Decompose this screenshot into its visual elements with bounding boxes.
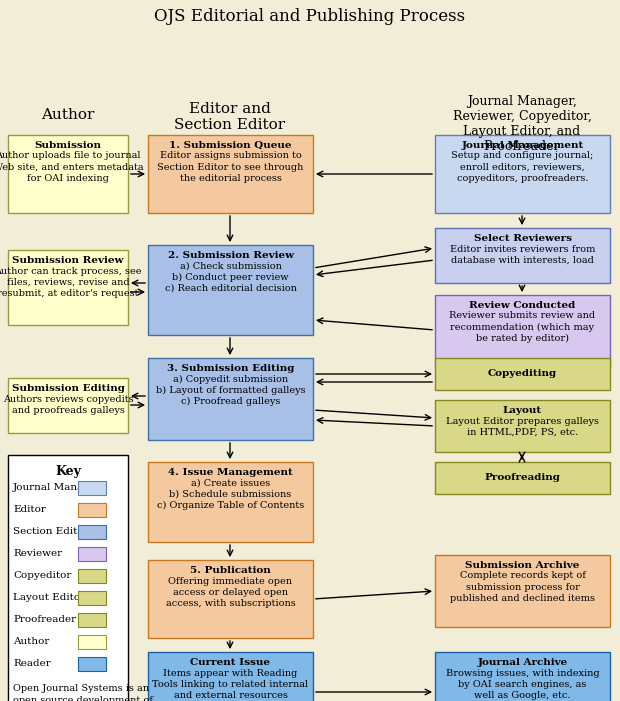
Text: 3. Submission Editing: 3. Submission Editing	[167, 364, 294, 373]
Text: Open Journal Systems is an
open source development of
the Public Knowledge
Proje: Open Journal Systems is an open source d…	[13, 684, 153, 701]
Text: Copyediting: Copyediting	[488, 369, 557, 379]
Bar	[435, 462, 610, 494]
Bar	[148, 135, 313, 213]
Bar	[8, 378, 128, 433]
Text: a) Create issues
b) Schedule submissions
c) Organize Table of Contents: a) Create issues b) Schedule submissions…	[157, 479, 304, 510]
Text: 5. Publication: 5. Publication	[190, 566, 271, 575]
Bar	[148, 652, 313, 701]
Text: Editor: Editor	[13, 505, 46, 515]
Text: Layout: Layout	[503, 406, 542, 415]
Text: 1. Submission Queue: 1. Submission Queue	[169, 141, 292, 150]
Text: Complete records kept of
submission process for
published and declined items: Complete records kept of submission proc…	[450, 571, 595, 603]
Text: Select Reviewers: Select Reviewers	[474, 234, 572, 243]
Text: Offering immediate open
access or delayed open
access, with subscriptions: Offering immediate open access or delaye…	[166, 576, 295, 608]
Bar	[148, 245, 313, 335]
Bar	[8, 250, 128, 325]
Text: Journal Management: Journal Management	[461, 141, 583, 150]
Bar	[148, 358, 313, 440]
Text: Journal Manager: Journal Manager	[13, 484, 102, 493]
Text: Setup and configure journal;
enroll editors, reviewers,
copyeditors, proofreader: Setup and configure journal; enroll edit…	[451, 151, 593, 183]
Text: Author can track process, see
files, reviews, revise and
resubmit, at editor's r: Author can track process, see files, rev…	[0, 266, 142, 298]
Text: a) Check submission
b) Conduct peer review
c) Reach editorial decision: a) Check submission b) Conduct peer revi…	[164, 261, 296, 293]
Text: Submission Review: Submission Review	[12, 256, 123, 265]
Bar	[435, 555, 610, 627]
Text: Author uploads file to journal
Web site, and enters metadata
for OAI indexing: Author uploads file to journal Web site,…	[0, 151, 143, 183]
Bar	[78, 591, 106, 605]
Text: Reviewer: Reviewer	[13, 550, 62, 559]
Text: Copyeditor: Copyeditor	[13, 571, 71, 580]
Text: Editor and
Section Editor: Editor and Section Editor	[174, 102, 286, 132]
Text: Proofreader: Proofreader	[13, 615, 76, 625]
Bar	[148, 462, 313, 542]
Text: Submission Archive: Submission Archive	[466, 561, 580, 570]
Text: 2. Submission Review: 2. Submission Review	[167, 251, 293, 260]
Bar	[8, 135, 128, 213]
Bar	[435, 135, 610, 213]
Bar	[78, 635, 106, 649]
Bar	[8, 455, 128, 701]
Bar	[78, 547, 106, 561]
Text: 4. Issue Management: 4. Issue Management	[168, 468, 293, 477]
Bar	[435, 358, 610, 390]
Bar	[435, 652, 610, 701]
Text: Journal Archive: Journal Archive	[477, 658, 568, 667]
Text: Journal Manager,
Reviewer, Copyeditor,
Layout Editor, and
Proofreader: Journal Manager, Reviewer, Copyeditor, L…	[453, 95, 591, 153]
Text: Author: Author	[42, 108, 95, 122]
Bar	[78, 481, 106, 495]
Text: Section Editor: Section Editor	[13, 527, 89, 536]
Text: Author: Author	[13, 637, 50, 646]
Bar	[435, 400, 610, 452]
Text: a) Copyedit submission
b) Layout of formatted galleys
c) Proofread galleys: a) Copyedit submission b) Layout of form…	[156, 374, 305, 406]
Text: OJS Editorial and Publishing Process: OJS Editorial and Publishing Process	[154, 8, 466, 25]
Text: Proofreading: Proofreading	[485, 473, 560, 482]
Text: Submission: Submission	[35, 141, 102, 150]
Text: Reader: Reader	[13, 660, 51, 669]
Text: Key: Key	[55, 465, 81, 478]
Text: Layout Editor prepares galleys
in HTML,PDF, PS, etc.: Layout Editor prepares galleys in HTML,P…	[446, 416, 599, 437]
Text: Items appear with Reading
Tools linking to related internal
and external resourc: Items appear with Reading Tools linking …	[153, 669, 309, 700]
Bar	[435, 228, 610, 283]
Bar	[78, 525, 106, 539]
Text: Layout Editor: Layout Editor	[13, 594, 85, 602]
Text: Submission Editing: Submission Editing	[12, 384, 125, 393]
Text: Reviewer submits review and
recommendation (which may
be rated by editor): Reviewer submits review and recommendati…	[450, 311, 596, 343]
Bar	[78, 657, 106, 671]
Bar	[78, 503, 106, 517]
Bar	[148, 560, 313, 638]
Bar	[78, 569, 106, 583]
Bar	[78, 613, 106, 627]
Text: Browsing issues, with indexing
by OAI search engines, as
well as Google, etc.: Browsing issues, with indexing by OAI se…	[446, 669, 600, 700]
Text: Current Issue: Current Issue	[190, 658, 270, 667]
Text: Authors reviews copyedits
and proofreads galleys: Authors reviews copyedits and proofreads…	[2, 395, 133, 414]
Bar	[435, 295, 610, 367]
Text: Editor assigns submission to
Section Editor to see through
the editorial process: Editor assigns submission to Section Edi…	[157, 151, 304, 183]
Text: Review Conducted: Review Conducted	[469, 301, 575, 310]
Text: Editor invites reviewers from
database with interests, load: Editor invites reviewers from database w…	[450, 245, 595, 264]
